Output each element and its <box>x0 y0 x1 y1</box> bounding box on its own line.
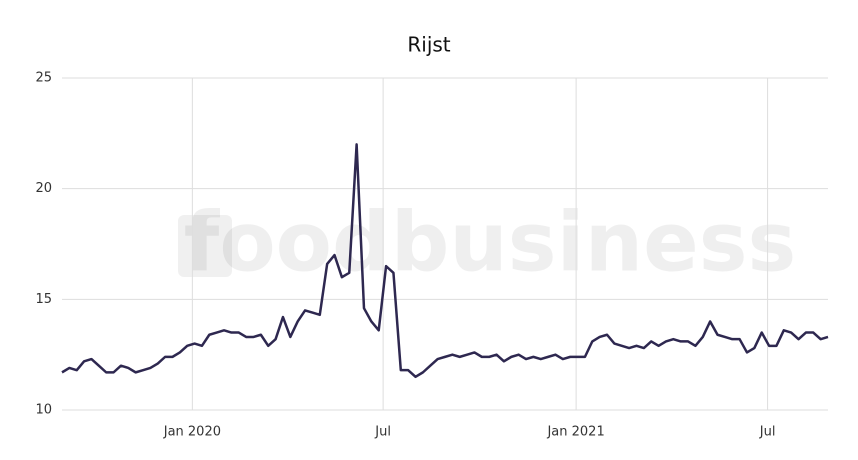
x-tick-label: Jul <box>374 425 391 440</box>
watermark-logo <box>178 215 232 277</box>
y-tick-label: 20 <box>35 181 52 196</box>
watermark: foodbusiness <box>184 195 797 290</box>
y-tick-label: 10 <box>35 403 52 418</box>
y-tick-label: 25 <box>35 71 52 86</box>
x-tick-label: Jan 2020 <box>163 425 221 440</box>
line <box>61 143 829 379</box>
chart-title: Rijst <box>407 33 450 57</box>
y-tick-label: 15 <box>35 292 52 307</box>
x-tick-label: Jul <box>759 425 776 440</box>
x-tick-label: Jan 2021 <box>546 425 604 440</box>
